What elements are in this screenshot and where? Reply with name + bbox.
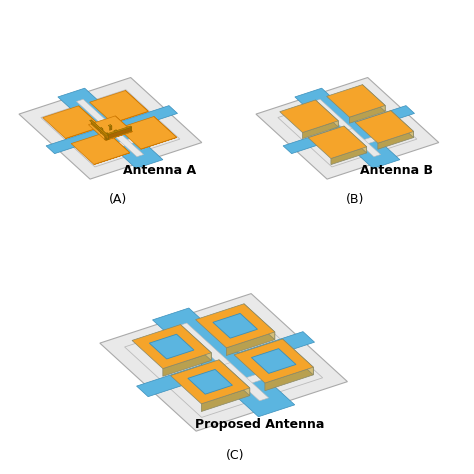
Polygon shape: [99, 128, 103, 129]
Polygon shape: [106, 131, 132, 140]
Polygon shape: [316, 100, 338, 127]
Polygon shape: [91, 120, 108, 140]
Text: Proposed Antenna: Proposed Antenna: [195, 418, 324, 431]
Polygon shape: [90, 120, 108, 136]
Polygon shape: [244, 304, 275, 340]
Text: Antenna B: Antenna B: [360, 164, 433, 177]
Polygon shape: [89, 116, 132, 140]
Polygon shape: [108, 125, 112, 127]
Polygon shape: [265, 367, 313, 391]
Polygon shape: [344, 126, 367, 153]
Polygon shape: [283, 106, 414, 154]
Polygon shape: [107, 133, 109, 138]
Polygon shape: [197, 364, 293, 399]
Polygon shape: [327, 85, 385, 117]
Polygon shape: [295, 88, 400, 168]
Polygon shape: [107, 136, 108, 140]
Polygon shape: [46, 106, 177, 154]
Polygon shape: [219, 360, 250, 396]
Polygon shape: [308, 126, 367, 158]
Polygon shape: [76, 99, 115, 131]
Text: (B): (B): [346, 192, 365, 206]
Polygon shape: [130, 126, 132, 131]
Polygon shape: [163, 353, 211, 376]
Polygon shape: [283, 339, 313, 375]
Polygon shape: [100, 129, 103, 133]
Polygon shape: [105, 125, 144, 157]
Polygon shape: [100, 293, 347, 431]
Polygon shape: [331, 147, 367, 164]
Polygon shape: [216, 358, 269, 401]
Polygon shape: [104, 126, 132, 136]
Polygon shape: [109, 126, 112, 130]
Polygon shape: [94, 153, 130, 164]
Polygon shape: [363, 85, 385, 111]
Polygon shape: [153, 308, 295, 417]
Polygon shape: [227, 332, 275, 356]
Polygon shape: [126, 91, 148, 111]
Polygon shape: [105, 127, 132, 140]
Polygon shape: [251, 348, 296, 374]
Polygon shape: [188, 369, 232, 394]
Polygon shape: [110, 125, 112, 129]
Text: (A): (A): [109, 192, 128, 206]
Polygon shape: [313, 99, 352, 131]
Polygon shape: [79, 106, 101, 127]
Polygon shape: [234, 339, 313, 383]
Polygon shape: [114, 130, 118, 132]
Polygon shape: [132, 325, 211, 369]
Polygon shape: [106, 134, 109, 138]
Polygon shape: [302, 121, 338, 138]
Polygon shape: [378, 131, 414, 149]
Polygon shape: [342, 125, 381, 157]
Polygon shape: [19, 78, 202, 179]
Polygon shape: [213, 313, 257, 338]
Polygon shape: [328, 130, 399, 155]
Text: (C): (C): [225, 449, 244, 463]
Polygon shape: [65, 127, 101, 138]
Polygon shape: [355, 110, 414, 143]
Polygon shape: [116, 130, 118, 135]
Polygon shape: [115, 131, 118, 136]
Polygon shape: [90, 91, 148, 123]
Polygon shape: [101, 128, 103, 133]
Polygon shape: [58, 88, 163, 168]
Polygon shape: [149, 334, 194, 359]
Polygon shape: [154, 117, 177, 137]
Polygon shape: [71, 132, 130, 164]
Polygon shape: [91, 130, 162, 155]
Polygon shape: [105, 133, 109, 135]
Polygon shape: [171, 360, 250, 404]
Polygon shape: [201, 388, 250, 411]
Polygon shape: [107, 132, 130, 153]
Text: Antenna A: Antenna A: [123, 164, 196, 177]
Polygon shape: [115, 116, 132, 132]
Polygon shape: [349, 105, 385, 123]
Polygon shape: [141, 137, 177, 149]
Polygon shape: [391, 110, 414, 137]
Polygon shape: [196, 304, 275, 348]
Polygon shape: [137, 332, 315, 397]
Polygon shape: [43, 106, 101, 138]
Polygon shape: [112, 111, 148, 123]
Polygon shape: [118, 117, 177, 149]
Polygon shape: [178, 323, 230, 365]
Polygon shape: [280, 100, 338, 133]
Polygon shape: [256, 78, 439, 179]
Polygon shape: [181, 325, 211, 360]
